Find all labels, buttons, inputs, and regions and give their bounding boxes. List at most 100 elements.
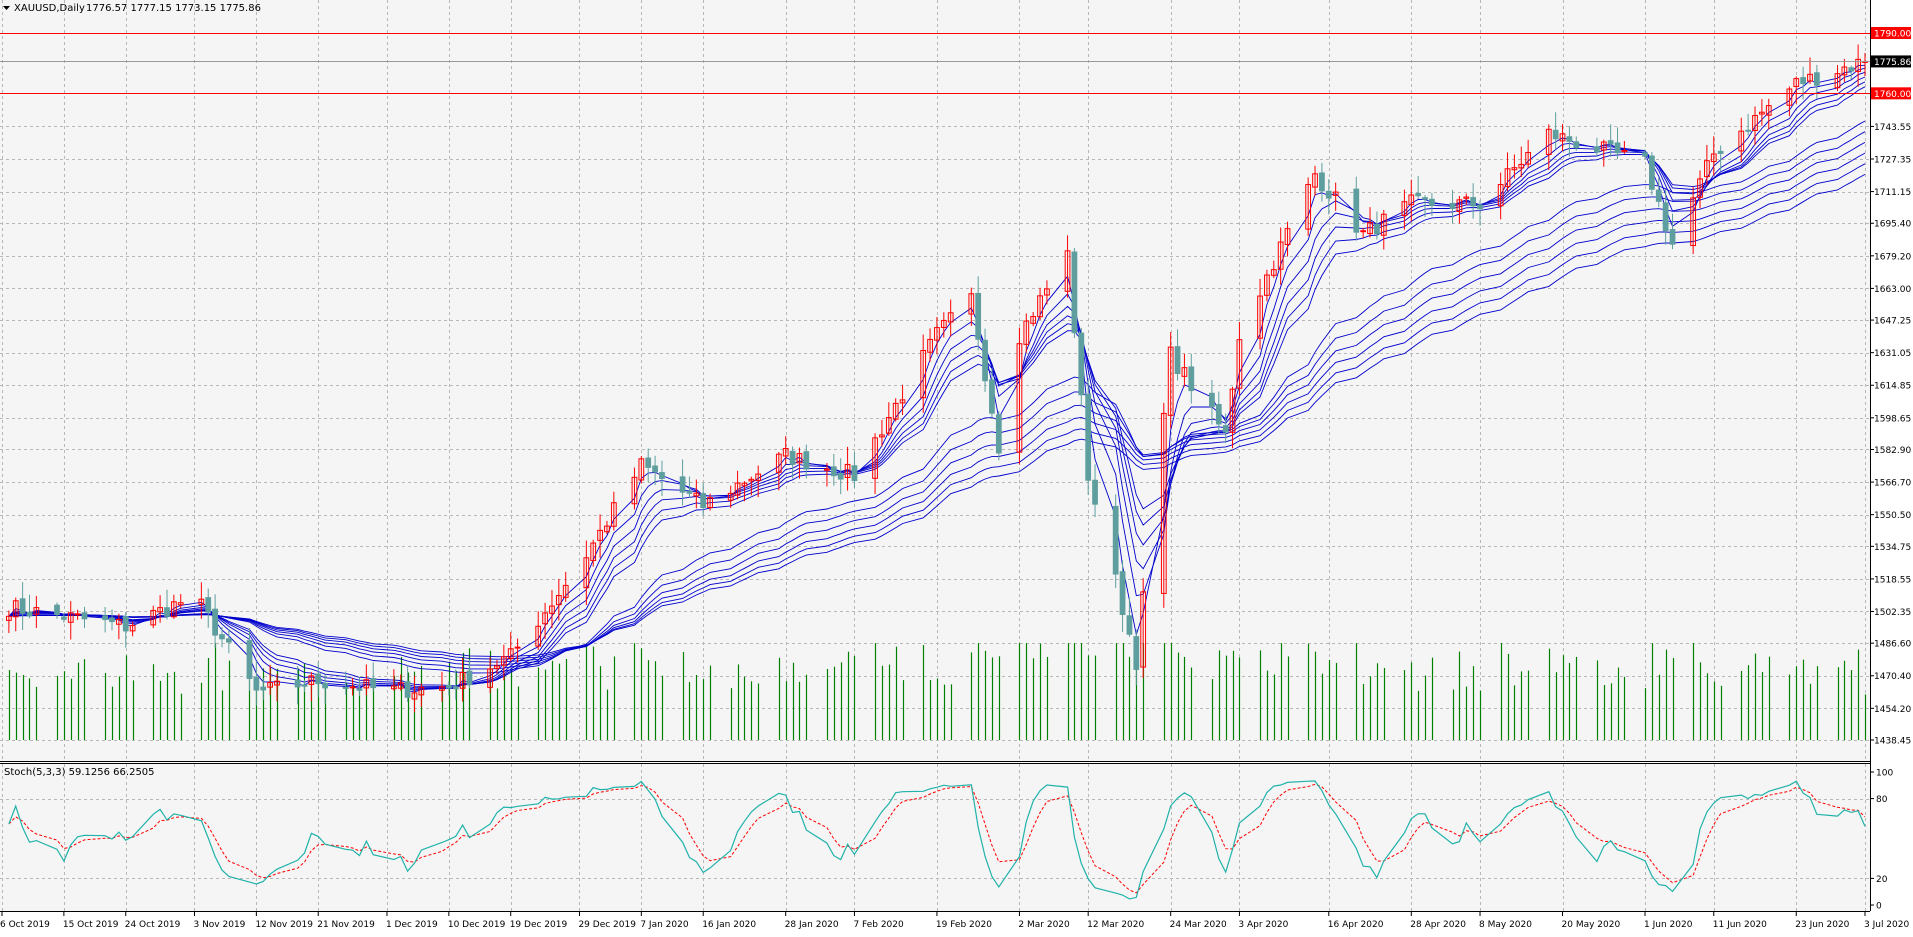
bull-candle [1023, 320, 1030, 345]
bull-candle [12, 600, 19, 618]
price-tick-label: 1695.40 [1874, 220, 1911, 230]
bear-candle [54, 604, 60, 616]
moving-average-line [8, 131, 1866, 670]
bull-candle [267, 682, 273, 688]
moving-average-line [8, 86, 1866, 687]
bull-candle [1738, 130, 1745, 152]
bull-candle [1511, 167, 1518, 171]
bull-candle [844, 463, 851, 478]
moving-average-line [8, 174, 1866, 658]
time-tick-label: 21 Nov 2019 [317, 920, 375, 930]
price-tick-label: 1438.45 [1874, 737, 1911, 747]
time-tick-label: 29 Dec 2019 [578, 920, 636, 930]
bear-candle [452, 686, 459, 690]
bear-candle [1126, 615, 1133, 635]
stoch-label: Stoch(5,3,3) 59.1256 66.2505 [4, 767, 155, 778]
bull-candle [542, 612, 548, 625]
bull-candle [507, 648, 514, 659]
moving-average-line [8, 142, 1866, 666]
bear-candle [1669, 229, 1676, 245]
stoch-layer [8, 780, 1866, 900]
stoch-signal-line [8, 783, 1866, 894]
level-price-tag [1871, 87, 1911, 100]
bull-candle [555, 595, 562, 606]
bull-candle [1463, 196, 1470, 199]
bull-candle [1765, 105, 1772, 116]
price-tick-label: 1566.70 [1874, 479, 1911, 489]
bull-candle [494, 665, 500, 669]
bull-candle [1181, 367, 1188, 377]
bear-candle [1573, 141, 1580, 149]
time-tick-label: 3 Apr 2020 [1238, 920, 1288, 930]
bull-candle [1497, 184, 1504, 207]
bear-candle [246, 640, 253, 680]
time-tick-label: 8 May 2020 [1479, 920, 1532, 930]
bear-candle [1800, 77, 1807, 85]
bull-candle [940, 319, 947, 328]
bear-candle [1325, 190, 1332, 199]
bull-candle [1710, 153, 1717, 163]
time-tick-label: 16 Jan 2020 [702, 920, 756, 930]
time-tick-label: 7 Feb 2020 [853, 920, 904, 930]
time-tick-label: 28 Jan 2020 [785, 920, 839, 930]
bear-candle [1717, 150, 1724, 154]
bull-candle [755, 473, 762, 481]
time-tick-label: 10 Dec 2019 [448, 920, 506, 930]
bull-candle [610, 502, 617, 527]
bull-candle [1545, 128, 1552, 155]
bull-candle [1456, 199, 1463, 212]
bear-candle [1319, 172, 1325, 192]
bear-candle [370, 678, 377, 689]
time-tick-label: 7 Jan 2020 [640, 920, 688, 930]
bear-candle [445, 684, 452, 689]
price-tick-label: 1598.65 [1874, 414, 1911, 424]
time-tick-label: 6 Oct 2019 [0, 920, 50, 930]
bull-candle [1408, 194, 1415, 206]
bull-candle [1064, 250, 1071, 292]
price-tick-label: 1760.00 [1874, 90, 1911, 100]
bull-candle [1312, 173, 1318, 188]
bull-candle [1367, 222, 1373, 235]
price-tick-label: 1711.15 [1874, 188, 1911, 198]
time-tick-label: 24 Mar 2020 [1170, 920, 1227, 930]
moving-average-line [8, 81, 1866, 688]
stoch-tick-label: 20 [1876, 875, 1888, 885]
bull-candle [782, 447, 789, 457]
level-layer [0, 33, 1870, 94]
bear-candle [102, 615, 108, 621]
dropdown-triangle-icon[interactable] [3, 6, 10, 10]
bear-candle [315, 673, 322, 685]
bull-candle [1855, 58, 1862, 72]
bull-candle [514, 646, 521, 649]
price-axis: 1790.00 1775.86 1760.00 1743.55 1727.35 1711.… [1870, 27, 1911, 747]
bull-candle [1690, 197, 1697, 247]
bull-candle [1704, 160, 1710, 178]
time-tick-label: 3 Jul 2020 [1864, 920, 1909, 930]
bear-candle [342, 686, 349, 689]
time-tick-label: 2 Mar 2020 [1018, 920, 1070, 930]
stoch-tick-label: 0 [1876, 902, 1882, 912]
bear-candle [995, 414, 1002, 454]
bull-candle [899, 399, 906, 404]
time-tick-label: 19 Feb 2020 [936, 920, 992, 930]
bull-candle [1140, 591, 1147, 668]
bear-candle [1552, 129, 1559, 140]
stoch-tick-label: 100 [1876, 769, 1893, 779]
bull-candle [1270, 269, 1277, 276]
time-tick-label: 24 Oct 2019 [125, 920, 181, 930]
bear-candle [700, 493, 707, 508]
bull-candle [349, 686, 356, 689]
bear-candle [1642, 152, 1648, 157]
price-tick-label: 1631.05 [1874, 349, 1911, 359]
bull-candle [1401, 201, 1408, 216]
bear-candle [803, 451, 810, 470]
bear-candle [19, 598, 26, 614]
bull-candle [872, 437, 878, 479]
bull-candle [1360, 230, 1367, 233]
bear-candle [1222, 425, 1229, 433]
bear-candle [1209, 392, 1215, 408]
bear-candle [294, 679, 301, 688]
time-tick-label: 12 Mar 2020 [1087, 920, 1144, 930]
bear-candle [659, 472, 665, 479]
moving-average-line [8, 163, 1866, 660]
